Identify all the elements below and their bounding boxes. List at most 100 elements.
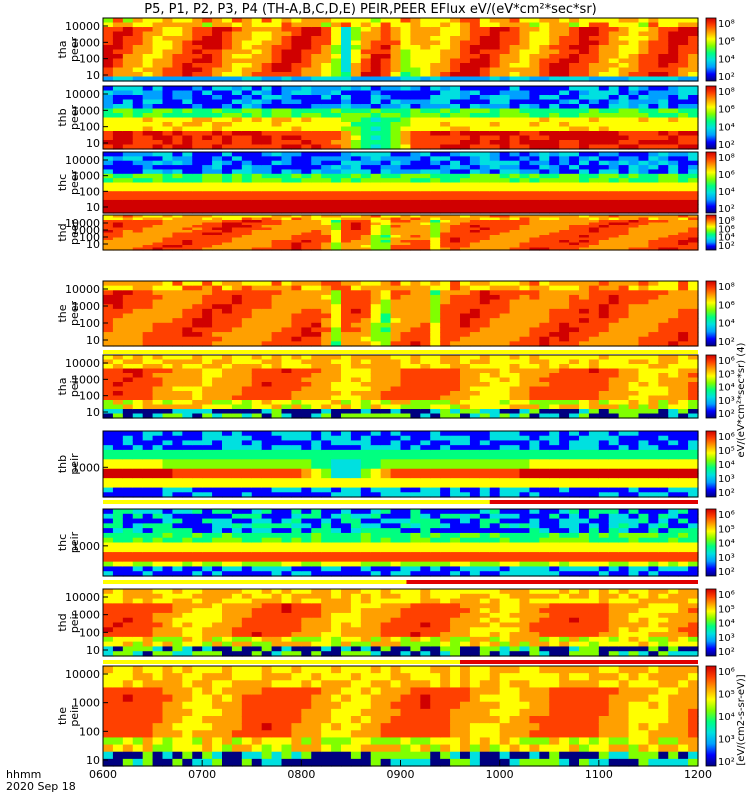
spectrogram-cell xyxy=(341,364,352,370)
spectrogram-cell xyxy=(231,290,243,296)
spectrogram-cell xyxy=(142,409,154,415)
spectrogram-cell xyxy=(222,322,233,329)
spectrogram-cell xyxy=(291,113,302,119)
spectrogram-cell xyxy=(539,140,550,146)
spectrogram-cell xyxy=(241,131,253,137)
spectrogram-cell xyxy=(103,222,114,226)
spectrogram-cell xyxy=(410,247,421,251)
spectrogram-cell xyxy=(688,72,699,78)
spectrogram-cell xyxy=(261,58,273,64)
spectrogram-cell xyxy=(509,304,521,310)
spectrogram-cell xyxy=(638,327,650,333)
spectrogram-cell xyxy=(658,225,669,229)
spectrogram-cell xyxy=(132,409,144,415)
spectrogram-cell xyxy=(410,240,421,244)
spectrogram-cell xyxy=(519,322,531,329)
spectrogram-cell xyxy=(212,220,223,224)
spectrogram-cell xyxy=(142,95,154,101)
spectrogram-cell xyxy=(608,113,620,119)
spectrogram-cell xyxy=(241,156,253,162)
spectrogram-cell xyxy=(460,359,471,365)
spectrogram-cell xyxy=(569,58,580,64)
spectrogram-cell xyxy=(162,359,174,365)
spectrogram-cell xyxy=(678,247,689,251)
spectrogram-cell xyxy=(450,386,461,392)
spectrogram-cell xyxy=(202,313,213,319)
spectrogram-cell xyxy=(539,382,550,388)
spectrogram-cell xyxy=(311,368,322,374)
spectrogram-cell xyxy=(360,332,372,338)
spectrogram-cell xyxy=(638,140,650,146)
spectrogram-cell xyxy=(489,173,501,179)
spectrogram-cell xyxy=(271,400,283,406)
spectrogram-cell xyxy=(569,18,580,24)
spectrogram-cell xyxy=(331,144,342,150)
spectrogram-cell xyxy=(222,409,233,415)
spectrogram-cell xyxy=(231,169,243,175)
spectrogram-cell xyxy=(489,113,501,119)
spectrogram-cell xyxy=(103,36,114,42)
spectrogram-cell xyxy=(668,169,679,175)
spectrogram-cell xyxy=(479,18,491,24)
spectrogram-cell xyxy=(241,341,253,347)
spectrogram-cell xyxy=(638,152,650,157)
spectrogram-cell xyxy=(618,304,630,310)
spectrogram-cell xyxy=(192,237,203,241)
spectrogram-cell xyxy=(162,332,174,338)
spectrogram-cell xyxy=(539,160,550,166)
spectrogram-cell xyxy=(212,217,223,221)
spectrogram-cell xyxy=(182,242,193,246)
spectrogram-cell xyxy=(489,285,501,291)
spectrogram-cell xyxy=(410,76,421,82)
spectrogram-cell xyxy=(479,220,491,224)
spectrogram-cell xyxy=(331,404,342,410)
spectrogram-cell xyxy=(588,18,600,24)
spectrogram-cell xyxy=(212,404,223,410)
spectrogram-cell xyxy=(479,144,491,150)
spectrogram-cell xyxy=(152,204,164,210)
spectrogram-cell xyxy=(410,18,421,24)
spectrogram-cell xyxy=(103,199,114,205)
spectrogram-cell xyxy=(400,217,412,221)
spectrogram-cell xyxy=(688,156,699,162)
spectrogram-cell xyxy=(222,195,233,201)
spectrogram-cell xyxy=(103,186,114,192)
spectrogram-cell xyxy=(539,27,550,33)
spectrogram-cell xyxy=(489,230,501,234)
spectrogram-cell xyxy=(162,290,174,296)
spectrogram-cell xyxy=(460,195,471,201)
spectrogram-cell xyxy=(400,31,412,37)
spectrogram-cell xyxy=(132,359,144,365)
spectrogram-cell xyxy=(688,152,699,157)
spectrogram-cell xyxy=(122,355,134,361)
spectrogram-cell xyxy=(152,140,164,146)
spectrogram-cell xyxy=(549,182,560,188)
spectrogram-cell xyxy=(222,227,233,231)
spectrogram-cell xyxy=(152,165,164,171)
spectrogram-cell xyxy=(251,313,263,319)
spectrogram-cell xyxy=(251,285,263,291)
spectrogram-cell xyxy=(479,90,491,96)
spectrogram-cell xyxy=(658,242,669,246)
spectrogram-cell xyxy=(251,186,263,192)
spectrogram-cell xyxy=(132,242,144,246)
spectrogram-cell xyxy=(648,99,659,105)
spectrogram-cell xyxy=(460,232,471,236)
spectrogram-cell xyxy=(410,27,421,33)
spectrogram-cell xyxy=(202,195,213,201)
spectrogram-cell xyxy=(132,341,144,347)
spectrogram-cell xyxy=(112,195,124,201)
spectrogram-cell xyxy=(529,240,540,244)
spectrogram-cell xyxy=(231,144,243,150)
spectrogram-cell xyxy=(460,76,471,82)
spectrogram-cell xyxy=(440,178,451,184)
spectrogram-cell xyxy=(569,186,580,192)
spectrogram-cell xyxy=(579,117,590,123)
spectrogram-cell xyxy=(112,382,124,388)
spectrogram-cell xyxy=(440,235,451,239)
spectrogram-cell xyxy=(569,391,580,397)
spectrogram-cell xyxy=(668,235,679,239)
spectrogram-cell xyxy=(152,186,164,192)
spectrogram-cell xyxy=(539,178,550,184)
spectrogram-cell xyxy=(420,355,431,361)
